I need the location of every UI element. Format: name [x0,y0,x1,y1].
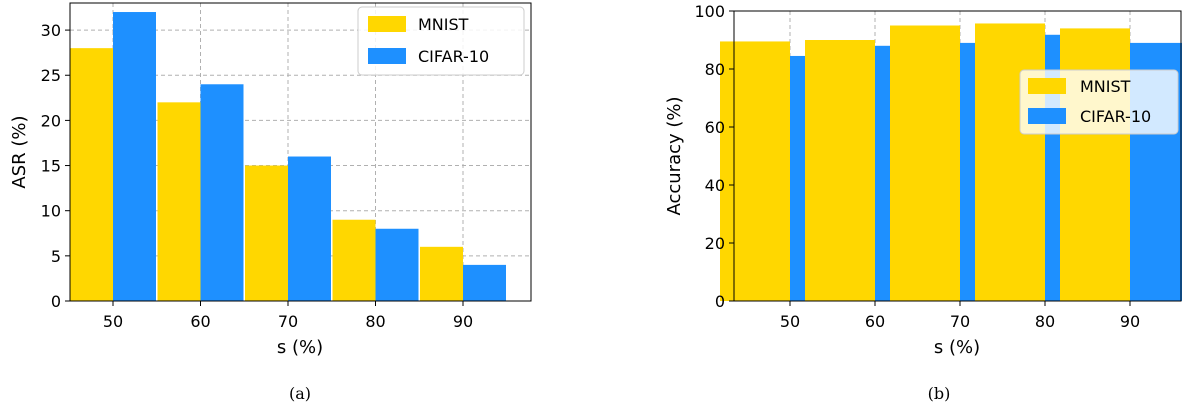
bar-cifar-10-70 [288,156,331,301]
xtick-label-80: 80 [365,312,385,331]
chart-a-yticks: 0 5 10 15 20 25 30 [41,21,70,311]
chart-b-legend-label-mnist: MNIST [1080,77,1131,96]
chart-b-legend-label-cifar: CIFAR-10 [1080,107,1151,126]
bar-mnist-60 [805,40,875,301]
ytick-label-20: 20 [41,111,61,130]
chart-b-xticks: 50 60 70 80 90 [780,301,1140,331]
chart-a-caption: (a) [289,384,311,403]
ytick-label-60: 60 [705,118,725,137]
bar-mnist-50 [70,48,113,301]
ytick-label-30: 30 [41,21,61,40]
xtick-label-80: 80 [1035,312,1055,331]
chart-b-legend-swatch-mnist [1028,78,1066,94]
ytick-label-100: 100 [694,2,725,21]
chart-b: 0 20 40 60 80 100 50 60 70 80 90 s (%) Accuracy (… [664,2,1182,403]
chart-b-ylabel: Accuracy (%) [664,96,685,215]
bar-mnist-50 [720,41,790,301]
chart-b-legend: MNIST CIFAR-10 [1019,69,1179,135]
chart-b-legend-swatch-cifar [1028,108,1066,124]
xtick-label-50: 50 [780,312,800,331]
chart-a-ylabel: ASR (%) [9,115,30,188]
chart-a-legend-swatch-mnist [368,16,406,32]
xtick-label-70: 70 [278,312,298,331]
bar-mnist-70 [245,165,288,301]
chart-b-bars [720,23,1182,302]
chart-a-legend-label-mnist: MNIST [418,15,469,34]
bar-mnist-90 [420,246,463,301]
ytick-label-10: 10 [41,202,61,221]
xtick-label-50: 50 [103,312,123,331]
bar-cifar-10-60 [200,84,244,301]
ytick-label-5: 5 [51,247,61,266]
ytick-label-0: 0 [715,292,725,311]
chart-a-xlabel: s (%) [277,337,323,358]
ytick-label-25: 25 [41,66,61,85]
chart-a: 0 5 10 15 20 25 30 50 60 70 80 90 s (%) ASR (%) MN… [9,2,532,403]
xtick-label-60: 60 [865,312,885,331]
chart-b-frame [733,10,1182,302]
ytick-label-20: 20 [705,234,725,253]
chart-a-xticks: 50 60 70 80 90 [103,301,473,331]
bar-mnist-80 [332,219,376,301]
xtick-label-70: 70 [950,312,970,331]
ytick-label-80: 80 [705,60,725,79]
bar-mnist-60 [157,102,201,301]
chart-a-bars [70,12,506,301]
xtick-label-90: 90 [1120,312,1140,331]
chart-a-frame [69,2,532,302]
xtick-label-90: 90 [453,312,473,331]
bar-mnist-70 [890,25,960,301]
bar-mnist-80 [975,23,1045,301]
xtick-label-60: 60 [190,312,210,331]
bar-cifar-10-80 [375,228,419,301]
ytick-label-40: 40 [705,176,725,195]
chart-b-yticks: 0 20 40 60 80 100 [694,2,734,311]
bar-cifar-10-50 [113,12,156,301]
chart-b-xlabel: s (%) [934,337,980,358]
chart-a-legend-label-cifar: CIFAR-10 [418,47,489,66]
bar-mnist-90 [1060,28,1130,302]
chart-b-caption: (b) [928,384,951,403]
ytick-label-15: 15 [41,157,61,176]
bar-cifar-10-90 [463,264,506,301]
ytick-label-0: 0 [51,292,61,311]
chart-a-legend: MNIST CIFAR-10 [357,6,525,76]
chart-a-legend-swatch-cifar [368,48,406,64]
